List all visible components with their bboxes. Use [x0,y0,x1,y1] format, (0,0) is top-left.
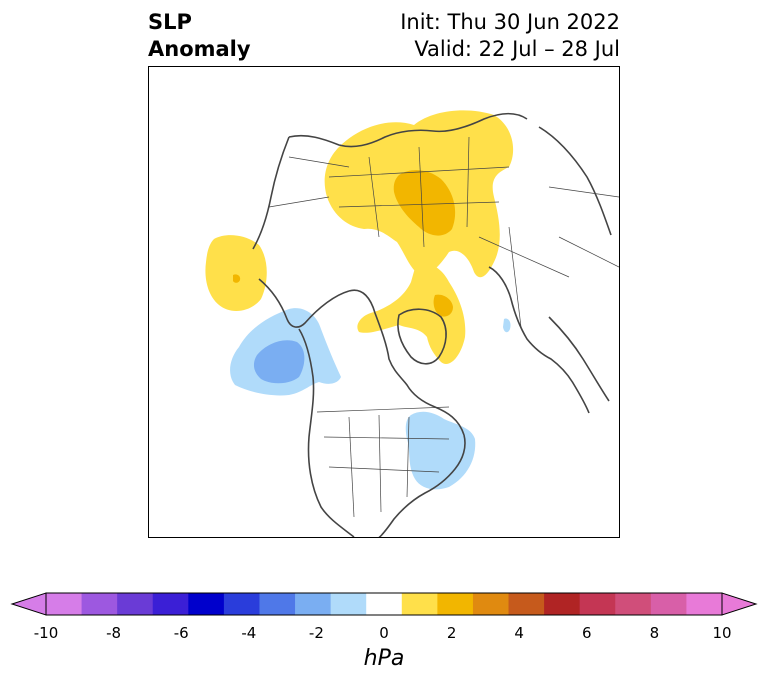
colorbar-bin [508,593,545,615]
border-us-states-3 [348,416,355,518]
coast-siberia [288,112,528,148]
border-europe-2 [508,226,522,328]
colorbar [10,592,758,616]
colorbar-bin [686,593,723,615]
coast-canada-arctic [348,289,465,436]
colorbar-outline [45,592,723,616]
negative-anomaly-scandinavia [503,318,511,333]
colorbar-bin [223,593,260,615]
border-russia-2 [338,201,500,208]
negative-core-gulf-of-alaska [253,340,305,384]
border-russia-3 [368,156,380,238]
colorbar-bin [579,593,616,615]
positive-anomaly-greenland [357,262,466,365]
border-europe-1 [478,236,570,278]
map-panel [148,66,620,538]
coast-north-america-west [298,328,355,537]
colorbar-bin [615,593,652,615]
title-line-anomaly: Anomaly [148,37,251,61]
map-title: SLP Anomaly [148,9,251,63]
colorbar-bin [117,593,154,615]
colorbar-low-extension [10,592,47,616]
colorbar-bin [437,593,474,615]
coast-asia-east [252,136,290,250]
colorbar-bin [366,593,403,615]
colorbar-bin [81,593,118,615]
colorbar-units: hPa [363,646,405,671]
colorbar-tick-label: 10 [712,624,732,642]
coastlines [252,112,612,537]
negative-anomaly-northeast-us [405,411,476,490]
positive-core-pacific [233,274,241,283]
border-us-states-1 [323,436,450,440]
border-us-states-2 [328,466,440,473]
anomaly-fills [205,110,514,490]
colorbar-tick-label: 4 [514,624,524,642]
map-canvas [205,110,619,537]
colorbar-high-extension [721,592,758,616]
coast-africa-north [548,316,610,402]
coast-us-east [378,434,466,537]
coast-alaska [258,278,350,328]
colorbar-tick-label: -8 [106,624,122,642]
colorbar-tick-label: 0 [379,624,389,642]
init-date: Init: Thu 30 Jun 2022 [400,10,620,34]
border-mideast-2 [558,236,619,268]
positive-core-siberia [393,170,456,236]
positive-anomaly-pacific [205,235,267,311]
valid-range: Valid: 22 Jul – 28 Jul [414,37,620,61]
border-asia-1 [288,156,350,168]
colorbar-tick-label: 8 [649,624,660,642]
political-borders [268,136,619,518]
colorbar-tick-label: -6 [173,624,189,642]
coast-greenland [397,308,447,365]
border-us-states-4 [378,414,382,513]
colorbar-bin [401,593,438,615]
colorbar-bin [295,593,332,615]
colorbar-bin [259,593,296,615]
forecast-dates: Init: Thu 30 Jun 2022 Valid: 22 Jul – 28… [400,9,620,63]
colorbar-tick-label: 2 [446,624,457,642]
title-line-slp: SLP [148,10,192,34]
colorbar-bin [472,593,510,615]
colorbar-tick-label: 6 [582,624,592,642]
colorbar-bin [330,593,367,615]
coast-europe [488,266,590,414]
colorbar-bin [152,593,189,615]
coast-mediterranean [538,126,612,236]
border-russia-5 [466,136,470,228]
colorbar-tick-label: -10 [33,624,59,642]
positive-core-greenland [433,294,453,317]
colorbar-bin [188,593,225,615]
colorbar-tick-labels: -10 -8 -6 -4 -2 0 2 4 6 8 10 [0,624,768,644]
border-mideast-1 [548,186,619,198]
colorbar-tick-label: -4 [241,624,257,642]
colorbar-bin [650,593,687,615]
colorbar-tick-label: -2 [308,624,324,642]
border-russia-4 [418,146,425,248]
border-us-canada [316,406,450,413]
colorbar-bin [46,593,83,615]
border-russia-1 [328,166,510,178]
colorbar-bin [544,593,581,615]
border-us-states-5 [406,416,410,498]
border-asia-2 [268,196,330,208]
colorbar-bins [46,593,723,615]
